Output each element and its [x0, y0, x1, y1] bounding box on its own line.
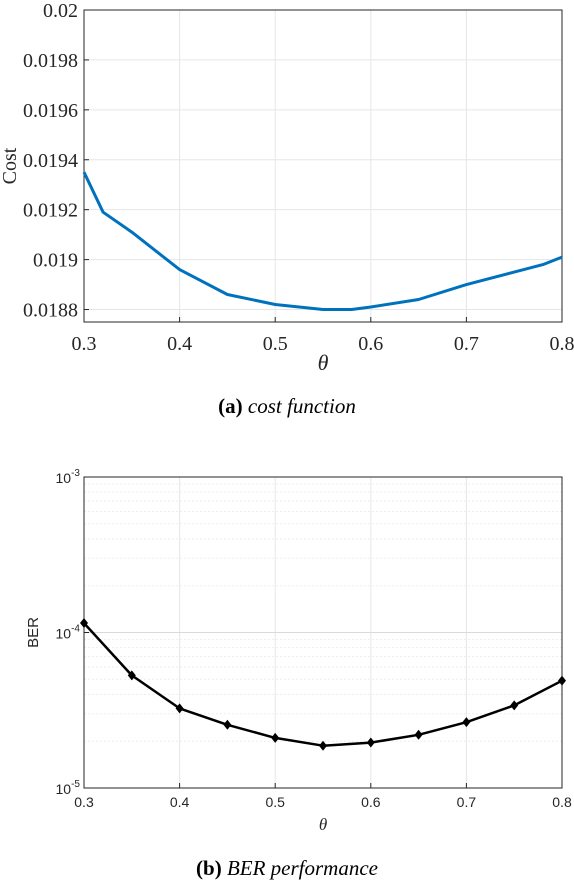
ber-marker	[127, 670, 136, 681]
x-tick-label: 0.8	[552, 794, 572, 810]
ber-marker	[366, 737, 375, 748]
x-tick-label: 0.4	[167, 333, 192, 355]
y-tick-label: 0.0196	[23, 100, 78, 122]
caption-b-text: BER performance	[226, 856, 378, 880]
ber-marker	[271, 732, 280, 743]
x-tick-label: 0.5	[263, 333, 288, 355]
x-tick-label: 0.3	[74, 794, 94, 810]
x-tick-label: 0.6	[361, 794, 381, 810]
caption-b-label: (b)	[196, 856, 222, 880]
caption-a-label: (a)	[218, 394, 243, 418]
plot-frame	[83, 9, 563, 323]
ber-marker	[558, 675, 566, 686]
x-tick-label: 0.3	[72, 333, 97, 355]
y-tick-label: 10-3	[56, 468, 81, 486]
y-tick-label: 10-5	[56, 779, 81, 797]
y-tick-label: 0.0188	[23, 300, 78, 322]
x-tick-label: 0.6	[358, 333, 383, 355]
y-axis-label: Cost	[0, 147, 21, 184]
y-tick-label: 10-4	[56, 624, 81, 642]
ber-marker	[175, 703, 184, 714]
x-tick-label: 0.7	[454, 333, 479, 355]
y-axis-label: BER	[25, 617, 42, 648]
x-tick-label: 0.8	[550, 333, 574, 355]
x-axis-label: θ	[319, 815, 327, 834]
cost-curve	[82, 171, 563, 311]
y-tick-label: 0.0192	[23, 200, 78, 222]
ber-marker	[319, 740, 327, 751]
cost-function-chart: 0.3 0.4 0.5 0.6 0.7 0.8 0.0188 0.019 0.0192 0.019…	[0, 0, 574, 375]
x-tick-label: 0.4	[170, 794, 190, 810]
caption-a-text: cost function	[247, 394, 356, 418]
ber-curve	[83, 622, 563, 747]
ber-marker	[223, 719, 232, 730]
ber-performance-chart: 0.3 0.4 0.5 0.6 0.7 0.8 10-5 10-4 10-3 θ BER	[25, 468, 572, 834]
x-tick-label: 0.5	[265, 794, 285, 810]
caption-b: (b) BER performance	[0, 856, 574, 881]
x-axis-label: θ	[318, 350, 329, 375]
ber-marker	[80, 618, 88, 629]
y-tick-label: 0.019	[33, 250, 78, 272]
y-tick-label: 0.0194	[23, 150, 78, 172]
caption-a: (a) cost function	[0, 394, 574, 419]
y-tick-label: 0.0198	[23, 50, 78, 72]
ber-marker	[510, 700, 519, 711]
x-tick-label: 0.7	[457, 794, 477, 810]
y-tick-label: 0.02	[43, 0, 78, 22]
ber-marker	[414, 729, 423, 740]
ber-marker	[462, 717, 471, 728]
